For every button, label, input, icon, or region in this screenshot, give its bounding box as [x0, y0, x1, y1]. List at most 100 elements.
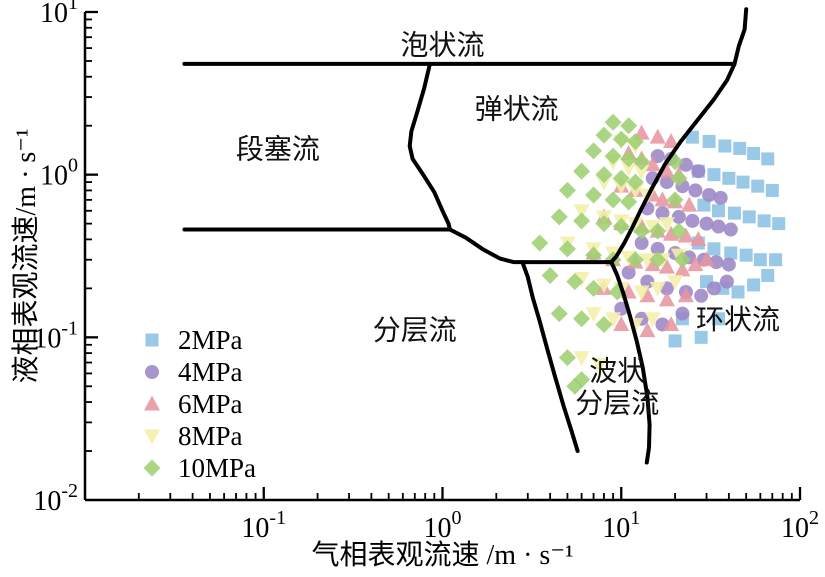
series-point-8MPa	[613, 179, 630, 195]
series-point-10MPa	[566, 273, 584, 291]
series-point-10MPa	[585, 279, 603, 297]
series-point-8MPa	[658, 217, 675, 233]
legend-marker-10MPa	[143, 459, 161, 477]
series-point-4MPa	[691, 164, 706, 179]
series-point-6MPa	[644, 156, 661, 172]
series-point-2MPa	[724, 246, 738, 260]
series-point-6MPa	[698, 251, 715, 267]
series-point-10MPa	[595, 126, 613, 144]
series-point-2MPa	[757, 214, 771, 228]
legend-label-6MPa: 6MPa	[178, 389, 243, 419]
series-point-2MPa	[761, 152, 775, 166]
series-point-8MPa	[639, 253, 656, 269]
series-point-2MPa	[769, 253, 783, 267]
y-tick-label: 10-2	[33, 480, 78, 517]
series-point-8MPa	[667, 275, 684, 291]
series-point-6MPa	[681, 196, 698, 212]
legend-marker-8MPa	[144, 429, 160, 445]
series-point-4MPa	[671, 209, 686, 224]
series-point-2MPa	[722, 171, 736, 185]
series-point-10MPa	[612, 218, 630, 236]
y-tick-label: 101	[40, 0, 78, 29]
series-point-8MPa	[605, 312, 622, 328]
x-axis-title: 气相表观流速 /m · s⁻¹	[311, 540, 574, 571]
series-point-4MPa	[713, 190, 728, 205]
series-point-10MPa	[585, 142, 603, 160]
series-point-6MPa	[663, 225, 680, 241]
series-point-10MPa	[604, 191, 622, 209]
series-point-8MPa	[627, 183, 644, 199]
series-point-8MPa	[595, 278, 612, 294]
series-point-6MPa	[677, 287, 694, 303]
series-point-2MPa	[747, 146, 761, 160]
series-point-2MPa	[702, 134, 716, 148]
series-point-10MPa	[620, 150, 638, 168]
legend-marker-2MPa	[145, 333, 159, 347]
series-point-2MPa	[761, 268, 775, 282]
legend-label-4MPa: 4MPa	[178, 357, 243, 387]
series-point-10MPa	[595, 315, 613, 333]
series-point-8MPa	[633, 285, 650, 301]
series-point-2MPa	[751, 179, 765, 193]
series-point-2MPa	[718, 139, 732, 153]
y-tick-label: 100	[40, 155, 78, 192]
series-point-2MPa	[731, 285, 745, 299]
series-point-10MPa	[626, 132, 644, 150]
series-point-4MPa	[659, 175, 674, 190]
region-label: 弹状流	[475, 94, 559, 126]
series-point-4MPa	[721, 257, 736, 272]
series-point-10MPa	[633, 222, 651, 240]
series-point-10MPa	[633, 153, 651, 171]
series-point-10MPa	[531, 234, 549, 252]
y-axis-title: 液相表观流速/m · s⁻¹	[11, 128, 42, 384]
series-point-4MPa	[719, 274, 734, 289]
series-point-2MPa	[747, 278, 761, 292]
series-point-6MPa	[658, 162, 675, 178]
series-point-6MPa	[639, 322, 656, 338]
series-point-10MPa	[585, 246, 603, 264]
legend-marker-6MPa	[144, 395, 160, 411]
series-point-10MPa	[612, 169, 630, 187]
series-point-2MPa	[694, 330, 708, 344]
series-point-6MPa	[658, 258, 675, 274]
series-point-2MPa	[733, 141, 747, 155]
region-label: 段塞流	[236, 133, 320, 165]
series-point-4MPa	[723, 222, 738, 237]
series-point-8MPa	[633, 164, 650, 180]
series-point-10MPa	[620, 117, 638, 135]
region-label: 环状流	[696, 304, 780, 336]
legend-label-2MPa: 2MPa	[178, 325, 243, 355]
series-point-10MPa	[550, 208, 568, 226]
x-tick-label: 10-1	[241, 507, 286, 544]
series-point-4MPa	[688, 183, 703, 198]
series-point-10MPa	[558, 181, 576, 199]
series-point-10MPa	[595, 215, 613, 233]
legend-marker-4MPa	[145, 365, 159, 379]
series-point-6MPa	[649, 128, 666, 144]
series-point-2MPa	[668, 334, 682, 348]
series-point-4MPa	[675, 306, 690, 321]
series-point-4MPa	[655, 206, 670, 221]
series-point-6MPa	[613, 315, 630, 331]
series-point-2MPa	[697, 198, 711, 212]
series-point-10MPa	[626, 251, 644, 269]
series-point-10MPa	[585, 186, 603, 204]
series-point-10MPa	[573, 212, 591, 230]
legend-label-8MPa: 8MPa	[178, 421, 243, 451]
series-point-10MPa	[673, 251, 691, 269]
region-label: 波状分层流	[575, 355, 659, 419]
regime-boundary-line	[520, 260, 580, 453]
series-point-4MPa	[699, 216, 714, 231]
series-point-10MPa	[670, 169, 688, 187]
series-point-8MPa	[585, 307, 602, 323]
series-point-2MPa	[707, 242, 721, 256]
series-point-4MPa	[706, 281, 721, 296]
series-point-10MPa	[550, 305, 568, 323]
region-label: 分层流	[373, 314, 457, 346]
regime-boundary-line	[447, 227, 614, 265]
series-point-10MPa	[670, 222, 688, 240]
series-point-10MPa	[620, 193, 638, 211]
series-point-10MPa	[595, 166, 613, 184]
series-point-6MPa	[674, 261, 691, 277]
